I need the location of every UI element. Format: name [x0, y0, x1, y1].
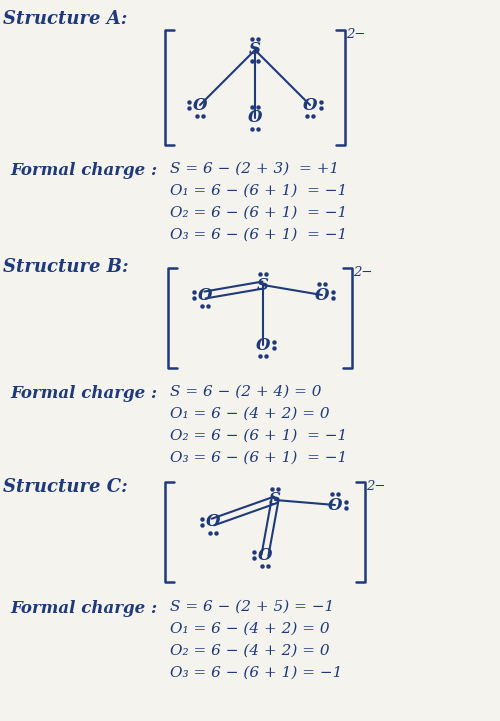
Text: O₂ = 6 − (6 + 1)  = −1: O₂ = 6 − (6 + 1) = −1 — [170, 206, 347, 220]
Text: Structure C:: Structure C: — [3, 478, 128, 496]
Text: O: O — [206, 513, 220, 531]
Text: O₁ = 6 − (4 + 2) = 0: O₁ = 6 − (4 + 2) = 0 — [170, 622, 330, 636]
Text: Structure B:: Structure B: — [3, 258, 128, 276]
Text: O: O — [328, 497, 342, 513]
Text: O₂ = 6 − (4 + 2) = 0: O₂ = 6 − (4 + 2) = 0 — [170, 644, 330, 658]
Text: O₃ = 6 − (6 + 1) = −1: O₃ = 6 − (6 + 1) = −1 — [170, 666, 342, 680]
Text: O: O — [248, 110, 262, 126]
Text: O₃ = 6 − (6 + 1)  = −1: O₃ = 6 − (6 + 1) = −1 — [170, 451, 347, 465]
Text: O: O — [258, 547, 272, 564]
Text: Structure A:: Structure A: — [3, 10, 128, 28]
Text: S: S — [269, 492, 281, 508]
Text: O: O — [256, 337, 270, 353]
Text: S = 6 − (2 + 4) = 0: S = 6 − (2 + 4) = 0 — [170, 385, 322, 399]
Text: Formal charge :: Formal charge : — [10, 162, 157, 179]
Text: O₃ = 6 − (6 + 1)  = −1: O₃ = 6 − (6 + 1) = −1 — [170, 228, 347, 242]
Text: Formal charge :: Formal charge : — [10, 385, 157, 402]
Text: S: S — [257, 276, 269, 293]
Text: O₁ = 6 − (4 + 2) = 0: O₁ = 6 − (4 + 2) = 0 — [170, 407, 330, 421]
Text: 2−: 2− — [353, 266, 372, 279]
Text: Formal charge :: Formal charge : — [10, 600, 157, 617]
Text: 2−: 2− — [366, 480, 386, 493]
Text: 2−: 2− — [346, 28, 366, 41]
Text: O: O — [315, 286, 329, 304]
Text: O₁ = 6 − (6 + 1)  = −1: O₁ = 6 − (6 + 1) = −1 — [170, 184, 347, 198]
Text: O: O — [193, 97, 208, 113]
Text: O₂ = 6 − (6 + 1)  = −1: O₂ = 6 − (6 + 1) = −1 — [170, 429, 347, 443]
Text: O: O — [303, 97, 318, 113]
Text: S = 6 − (2 + 5) = −1: S = 6 − (2 + 5) = −1 — [170, 600, 334, 614]
Text: S = 6 − (2 + 3)  = +1: S = 6 − (2 + 3) = +1 — [170, 162, 339, 176]
Text: O: O — [198, 286, 212, 304]
Text: S: S — [249, 42, 261, 58]
